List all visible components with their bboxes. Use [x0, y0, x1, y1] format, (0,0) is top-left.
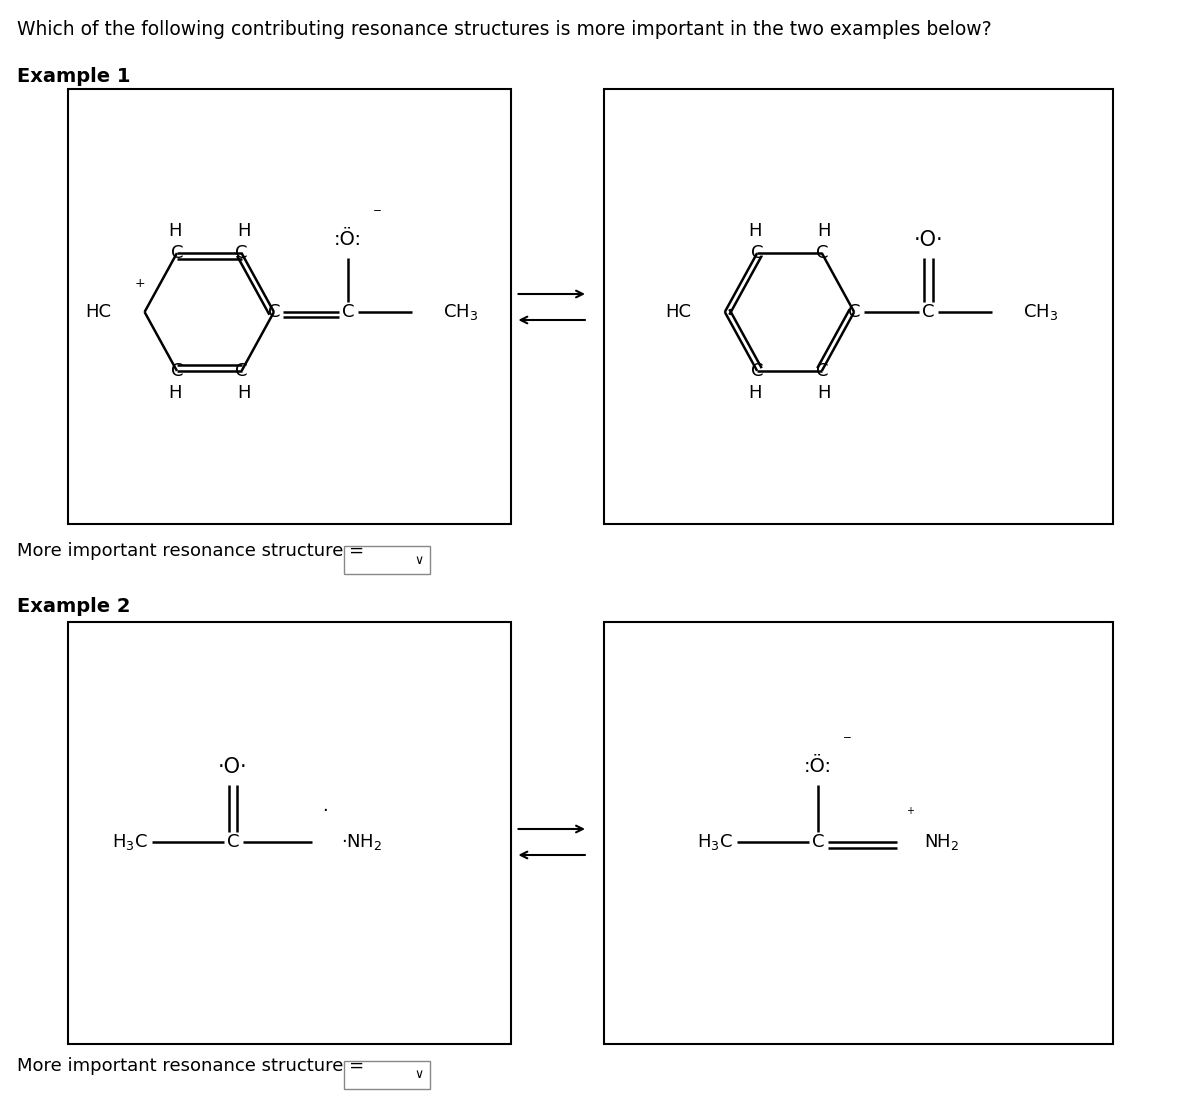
- Text: CH$_3$: CH$_3$: [443, 302, 479, 322]
- Text: CH$_3$: CH$_3$: [1024, 302, 1058, 322]
- Text: C: C: [235, 245, 248, 262]
- Text: C: C: [922, 303, 935, 321]
- Text: C: C: [227, 833, 239, 851]
- Text: H: H: [817, 223, 830, 240]
- Text: More important resonance structure =: More important resonance structure =: [17, 1057, 365, 1074]
- Text: H$_3$C: H$_3$C: [112, 832, 148, 852]
- Bar: [344, 545, 430, 574]
- Text: C: C: [811, 833, 824, 851]
- Bar: [604, 89, 1112, 523]
- Text: $^{+}$: $^{+}$: [906, 806, 914, 820]
- Text: NH$_2$: NH$_2$: [924, 832, 959, 852]
- Text: HC: HC: [85, 303, 112, 321]
- Text: C: C: [816, 245, 828, 262]
- Text: C: C: [268, 303, 280, 321]
- Text: H: H: [749, 223, 762, 240]
- Text: $^{-}$: $^{-}$: [372, 207, 382, 222]
- Text: C: C: [848, 303, 860, 321]
- Text: :Ö:: :Ö:: [804, 757, 832, 777]
- Text: ·: ·: [323, 802, 328, 820]
- Text: C: C: [751, 245, 763, 262]
- Text: H: H: [749, 383, 762, 402]
- Text: ∨: ∨: [414, 1069, 424, 1081]
- Text: +: +: [134, 277, 145, 290]
- Text: C: C: [235, 361, 248, 380]
- Bar: [68, 89, 511, 523]
- Text: C: C: [751, 361, 763, 380]
- Text: H: H: [168, 223, 181, 240]
- Text: ·O·: ·O·: [913, 230, 943, 250]
- Text: H$_3$C: H$_3$C: [697, 832, 732, 852]
- Text: H: H: [817, 383, 830, 402]
- Text: $^{-}$: $^{-}$: [841, 734, 852, 749]
- Text: ·O·: ·O·: [218, 757, 248, 777]
- Bar: [68, 622, 511, 1044]
- Text: :Ö:: :Ö:: [334, 230, 362, 249]
- Text: More important resonance structure =: More important resonance structure =: [17, 542, 365, 560]
- Text: Example 2: Example 2: [17, 597, 131, 616]
- Text: HC: HC: [666, 303, 691, 321]
- Text: H: H: [168, 383, 181, 402]
- Text: Example 1: Example 1: [17, 67, 131, 86]
- Bar: [604, 622, 1112, 1044]
- Text: Which of the following contributing resonance structures is more important in th: Which of the following contributing reso…: [17, 20, 991, 39]
- Text: ·NH$_2$: ·NH$_2$: [341, 832, 382, 852]
- Text: C: C: [816, 361, 828, 380]
- Bar: [344, 1061, 430, 1089]
- Text: C: C: [170, 361, 184, 380]
- Text: H: H: [236, 223, 251, 240]
- Text: H: H: [236, 383, 251, 402]
- Text: C: C: [342, 303, 354, 321]
- Text: C: C: [170, 245, 184, 262]
- Text: ∨: ∨: [414, 553, 424, 566]
